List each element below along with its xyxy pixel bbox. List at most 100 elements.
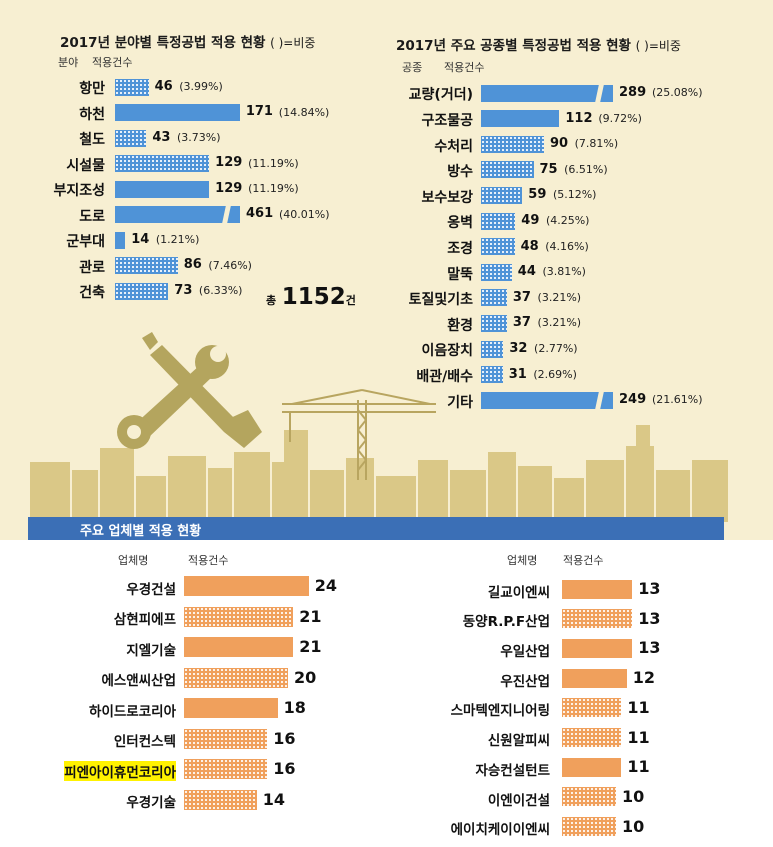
right-title-note: ( )=비중: [635, 39, 681, 53]
bar-share: (5.12%): [552, 188, 597, 202]
bar-value: 49: [521, 212, 540, 228]
bar: [115, 231, 126, 249]
bar: [184, 728, 268, 749]
bar: [562, 698, 622, 718]
bar-value: 37: [512, 315, 531, 331]
bar-label: 방수: [447, 164, 473, 181]
city-skyline-icon: [30, 425, 728, 522]
bar-label: 보수보강: [421, 189, 473, 206]
bar-value: 129: [215, 180, 243, 196]
bar-value: 37: [512, 289, 531, 305]
bar-label: 관로: [79, 259, 105, 276]
bar-value: 59: [528, 187, 547, 203]
bar-share: (21.61%): [651, 393, 703, 407]
bar-share: (3.21%): [537, 316, 582, 330]
bar: [115, 155, 210, 172]
bar-value: 21: [299, 606, 322, 626]
left-col-count: 적용건수: [92, 56, 133, 69]
bar: [115, 282, 169, 300]
bar-share: (3.99%): [179, 80, 223, 93]
bar-label: 군부대: [66, 234, 105, 251]
bar: [481, 340, 504, 358]
bar-value: 18: [283, 698, 306, 718]
bar-label: 구조물공: [421, 112, 473, 129]
company-left-col-company: 업체명: [118, 554, 149, 567]
bar-label: 삼현피에프: [113, 612, 176, 629]
left-title-note: ( )=비중: [270, 36, 316, 50]
bar-value: 13: [638, 579, 661, 599]
bar-value: 11: [627, 697, 650, 717]
bar-value: 11: [627, 757, 650, 777]
decoration-layer: [30, 332, 728, 522]
bar-label: 지엘기술: [126, 642, 176, 659]
bar-label: 토질및기초: [408, 292, 473, 309]
bar-share: (4.25%): [545, 214, 590, 227]
bar-label: 옹벽: [447, 215, 473, 232]
bar: [562, 668, 627, 688]
bar-value: 171: [245, 104, 273, 120]
bar-label: 스마텍엔지니어링: [450, 703, 550, 720]
right-col-category: 공종: [402, 61, 423, 74]
wrench-jaw: [210, 346, 226, 362]
bar-label: 피엔아이휴먼코리아: [64, 760, 176, 781]
bar: [481, 289, 507, 307]
left-title-text: 2017년 분야별 특정공법 적용 현황: [60, 35, 266, 51]
bar: [184, 698, 278, 718]
bar: [481, 186, 523, 204]
bar-label: 에스앤씨산업: [101, 673, 176, 690]
bar: [481, 238, 515, 256]
bar-share: (14.84%): [278, 105, 330, 119]
bar: [115, 206, 240, 223]
bar-value: 31: [508, 366, 527, 382]
bar-label: 철도: [79, 132, 105, 149]
bar-value: 44: [517, 264, 536, 280]
company-left-col-count: 적용건수: [188, 554, 229, 567]
bar-label: 우경기술: [126, 795, 176, 812]
bar-value: 86: [183, 257, 202, 273]
bar-share: (25.08%): [651, 86, 703, 99]
bar-share: (2.69%): [533, 367, 577, 381]
bar-value: 73: [174, 282, 193, 298]
bar-label: 우경건설: [126, 581, 176, 598]
bar-share: (7.81%): [574, 137, 619, 151]
bar-value: 90: [550, 136, 569, 152]
bar: [481, 161, 534, 179]
bar-value: 249: [619, 392, 647, 408]
left-col-category: 분야: [58, 56, 79, 69]
bar-label: 배관/배수: [416, 368, 473, 385]
bar: [481, 110, 560, 128]
bar-value: 21: [299, 637, 322, 657]
bar-label: 이음장치: [421, 343, 473, 360]
bar-label: 수처리: [434, 138, 473, 155]
bar-label: 길교이엔씨: [487, 584, 550, 601]
company-banner: 주요 업체별 적용 현황: [28, 517, 724, 540]
bar-share: (1.21%): [155, 233, 200, 246]
company-right-col-company: 업체명: [507, 554, 538, 567]
bar-label: 에이치케이이엔씨: [450, 822, 550, 839]
bar-value: 20: [294, 667, 317, 687]
bar-share: (40.01%): [278, 207, 330, 221]
bar: [184, 667, 288, 688]
bar-label: 교량(거더): [408, 87, 473, 104]
bar: [481, 366, 503, 384]
bar-share: (3.21%): [537, 290, 582, 304]
total-prefix: 총: [266, 294, 277, 307]
bar: [481, 263, 512, 281]
right-chart-title: 2017년 주요 공종별 특정공법 적용 현황 ( )=비중: [396, 34, 681, 54]
bar-label: 하천: [79, 106, 105, 123]
bar: [481, 212, 516, 230]
bar-label: 말뚝: [447, 266, 473, 283]
bar: [481, 135, 544, 153]
bar-share: (7.46%): [208, 258, 252, 272]
bar: [115, 104, 240, 121]
bar-value: 24: [314, 576, 338, 596]
bar-label: 인터컨스텍: [113, 734, 176, 751]
bar-value: 32: [509, 340, 528, 356]
bar-share: (4.16%): [545, 239, 589, 253]
bar: [481, 84, 613, 102]
total-value: 1152: [281, 284, 346, 310]
bar: [115, 78, 149, 96]
wrench-hole: [127, 425, 141, 439]
bar-share: (6.51%): [564, 162, 608, 176]
bar-share: (3.81%): [542, 265, 586, 279]
